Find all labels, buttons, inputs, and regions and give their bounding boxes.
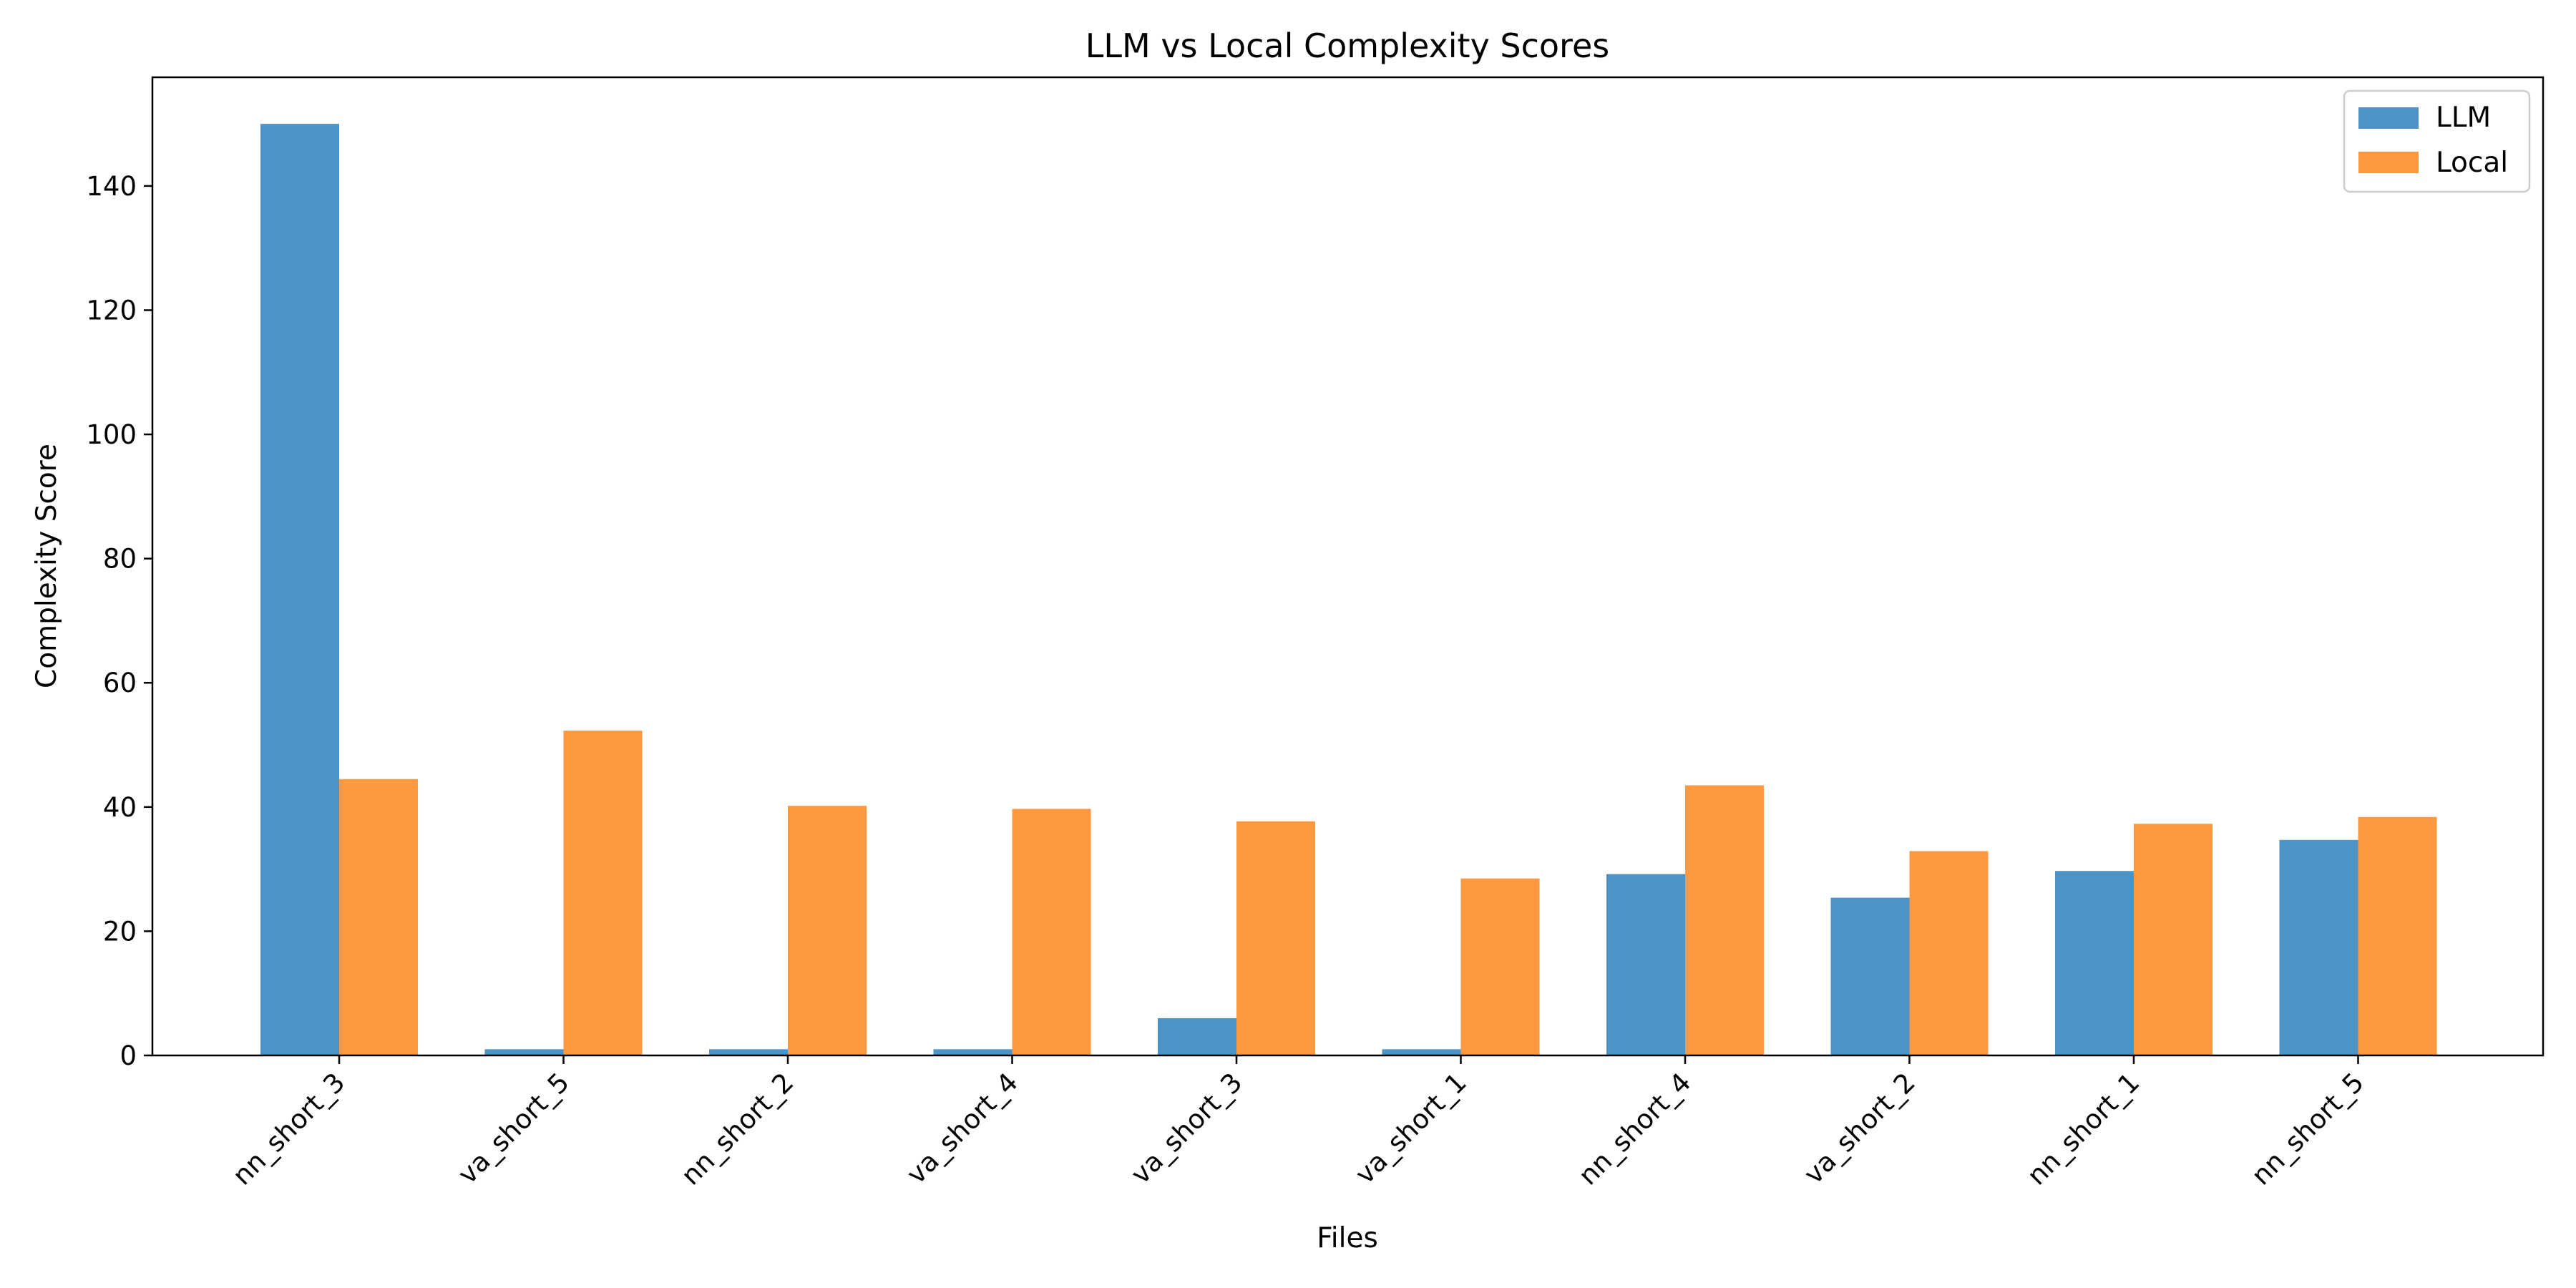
bars-group [260, 124, 2437, 1056]
bar-llm-nn-short-1 [2055, 871, 2134, 1055]
bar-local-nn-short-4 [1685, 785, 1764, 1055]
legend-label-local: Local [2436, 147, 2508, 179]
y-tick-label: 60 [103, 668, 137, 698]
bar-llm-va-short-2 [1830, 897, 1910, 1055]
y-tick-label: 140 [86, 171, 137, 202]
legend-swatch-llm [2358, 107, 2419, 129]
bar-local-va-short-3 [1236, 821, 1315, 1055]
legend-swatch-local [2358, 152, 2419, 173]
plot-frame [151, 76, 2545, 1057]
bar-local-va-short-2 [1909, 851, 1989, 1055]
y-tick-label: 80 [103, 544, 137, 575]
bar-llm-nn-short-4 [1606, 874, 1685, 1055]
bar-local-va-short-5 [563, 731, 643, 1055]
legend: LLM Local [2343, 89, 2531, 193]
y-tick-label: 0 [119, 1040, 137, 1071]
bar-llm-nn-short-3 [260, 124, 339, 1056]
bar-llm-va-short-3 [1158, 1018, 1236, 1055]
y-axis-label: Complexity Score [31, 444, 63, 688]
bar-local-va-short-4 [1012, 809, 1091, 1055]
chart-title: LLM vs Local Complexity Scores [1085, 26, 1609, 65]
y-axis: 0 20 40 60 80 100 120 140 [86, 171, 152, 1071]
y-tick-label: 20 [103, 916, 137, 947]
bar-llm-va-short-1 [1382, 1049, 1461, 1055]
y-tick-label: 40 [103, 792, 137, 823]
bar-llm-nn-short-2 [709, 1049, 788, 1055]
bar-llm-nn-short-5 [2279, 839, 2358, 1055]
bar-local-nn-short-3 [339, 779, 418, 1055]
bar-llm-va-short-5 [484, 1049, 564, 1055]
y-tick-label: 120 [86, 295, 137, 326]
bar-local-nn-short-2 [788, 806, 867, 1055]
bar-llm-va-short-4 [933, 1049, 1013, 1055]
bar-local-nn-short-5 [2358, 816, 2437, 1055]
y-tick-label: 100 [86, 419, 137, 450]
x-axis-label: Files [1317, 1222, 1378, 1254]
bar-local-nn-short-1 [2134, 824, 2212, 1055]
legend-label-llm: LLM [2436, 102, 2491, 134]
bar-local-va-short-1 [1460, 878, 1540, 1055]
